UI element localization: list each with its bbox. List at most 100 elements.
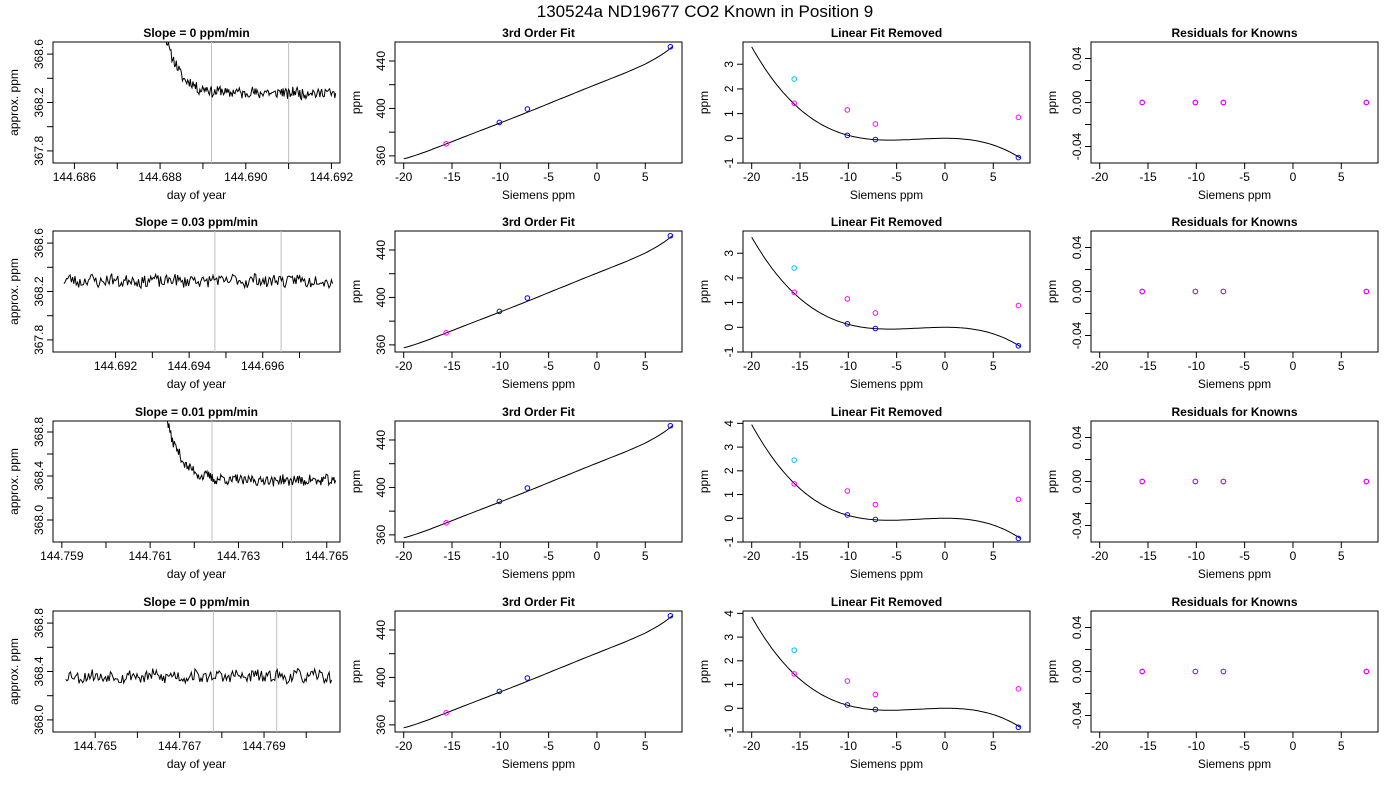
x-tick-label: -5 <box>543 739 554 753</box>
x-tick-label: -20 <box>395 170 413 184</box>
plot-frame <box>52 41 341 164</box>
x-tick-label: -10 <box>492 359 510 373</box>
plot-area <box>751 46 1022 161</box>
x-axis-label: Siemens ppm <box>1198 757 1271 771</box>
panel-1-2: Slope = 0.03 ppm/min 144.692 144.694 144.69… <box>7 215 341 391</box>
x-tick-label: -20 <box>1091 739 1109 753</box>
plot-frame <box>394 41 683 164</box>
y-axis-label: ppm <box>1045 280 1059 303</box>
data-point <box>1363 478 1370 485</box>
panel-title: Linear Fit Removed <box>831 215 942 229</box>
x-tick-label: 5 <box>642 359 649 373</box>
data-point <box>1220 478 1227 485</box>
data-point <box>443 709 450 716</box>
residual-curve <box>751 236 1021 348</box>
x-tick-label: 0 <box>942 549 949 563</box>
data-point <box>1192 99 1199 106</box>
panel-title: Slope = 0 ppm/min <box>143 595 249 609</box>
y-tick-label: 3 <box>722 443 736 450</box>
x-tick-label: 0 <box>594 170 601 184</box>
x-tick-label: 0 <box>1290 549 1297 563</box>
x-axis-label: Siemens ppm <box>502 377 575 391</box>
y-tick-label: 368.4 <box>32 656 46 686</box>
panel-title: 3rd Order Fit <box>502 26 575 40</box>
plot-frame <box>52 420 341 543</box>
data-point <box>1139 288 1146 295</box>
y-tick-label: 1 <box>722 681 736 688</box>
panel-title: Residuals for Knowns <box>1171 215 1297 229</box>
y-tick-label: 0 <box>722 705 736 712</box>
x-tick-label: 0 <box>594 359 601 373</box>
y-axis-label: ppm <box>1045 470 1059 493</box>
data-point <box>443 329 450 336</box>
y-tick-label: 440 <box>374 620 388 640</box>
y-axis-label: ppm <box>697 280 711 303</box>
data-point <box>791 457 798 463</box>
plot-frame <box>742 420 1031 543</box>
y-tick-label: -0.04 <box>1070 322 1084 350</box>
fit-curve <box>403 235 673 349</box>
y-axis-label: ppm <box>697 470 711 493</box>
y-tick-label: 2 <box>722 467 736 474</box>
x-tick-label: -5 <box>891 170 902 184</box>
plot-area <box>65 667 333 685</box>
plot-area <box>1139 478 1370 485</box>
plot-area <box>403 612 674 729</box>
panel-title: Slope = 0.03 ppm/min <box>135 215 258 229</box>
x-tick-label: 5 <box>1338 549 1345 563</box>
data-point <box>1220 288 1227 295</box>
plot-frame <box>742 41 1031 164</box>
data-point <box>1015 724 1022 731</box>
data-point <box>443 140 450 147</box>
x-tick-label: 0 <box>1290 739 1297 753</box>
x-tick-label: -10 <box>840 549 858 563</box>
series-line <box>166 421 337 487</box>
y-axis-label: ppm <box>697 660 711 683</box>
x-tick-label: 5 <box>1338 359 1345 373</box>
data-point <box>1192 478 1199 485</box>
panel-2-1: 3rd Order Fit -20 -15 -10 -5 0 5 360 400 440 Sieme… <box>349 26 683 202</box>
x-tick-label: -5 <box>1239 359 1250 373</box>
x-tick-label: -10 <box>492 170 510 184</box>
data-point <box>667 422 674 429</box>
y-tick-label: 368.8 <box>32 417 46 447</box>
y-tick-label: -0.04 <box>1070 133 1084 161</box>
plot-area <box>403 232 674 349</box>
x-tick-label: -15 <box>1139 170 1157 184</box>
x-tick-label: -5 <box>891 549 902 563</box>
y-tick-label: 2 <box>722 274 736 281</box>
x-tick-label: 0 <box>594 549 601 563</box>
panel-title: Linear Fit Removed <box>831 405 942 419</box>
data-point <box>1139 668 1146 675</box>
panel-3-3: Linear Fit Removed-20 -15 -10 -5 0 5-101234Si… <box>697 405 1031 581</box>
x-tick-label: 5 <box>1338 739 1345 753</box>
data-point <box>791 647 798 653</box>
x-tick-label: -10 <box>492 549 510 563</box>
x-tick-label: -5 <box>543 549 554 563</box>
x-tick-label: -15 <box>1139 549 1157 563</box>
data-point <box>496 688 503 695</box>
data-point <box>524 295 531 301</box>
data-point <box>1220 668 1227 675</box>
y-tick-label: 2 <box>722 85 736 92</box>
y-tick-label: 2 <box>722 657 736 664</box>
panel-3-1: Linear Fit Removed-20 -15 -10 -5 0 5-10123Sie… <box>697 26 1031 202</box>
y-tick-label: 360 <box>374 715 388 735</box>
x-tick-label: -10 <box>1188 170 1206 184</box>
panel-3-4: Linear Fit Removed-20 -15 -10 -5 0 5-101234Si… <box>697 595 1031 771</box>
data-point <box>844 321 851 327</box>
x-tick-label: 0 <box>1290 359 1297 373</box>
plot-frame <box>52 230 341 353</box>
y-tick-label: 0.04 <box>1070 615 1084 639</box>
x-tick-label: -15 <box>443 549 461 563</box>
plot-area <box>63 272 334 290</box>
data-point <box>791 671 798 677</box>
x-tick-label: 144.692 <box>94 359 138 373</box>
x-axis-label: Siemens ppm <box>502 567 575 581</box>
data-point <box>443 519 450 526</box>
plot-frame <box>394 420 683 543</box>
panel-2-3: 3rd Order Fit -20 -15 -10 -5 0 5 360 400 440 Sieme… <box>349 405 683 581</box>
plot-frame <box>394 230 683 353</box>
residual-curve <box>751 46 1021 159</box>
